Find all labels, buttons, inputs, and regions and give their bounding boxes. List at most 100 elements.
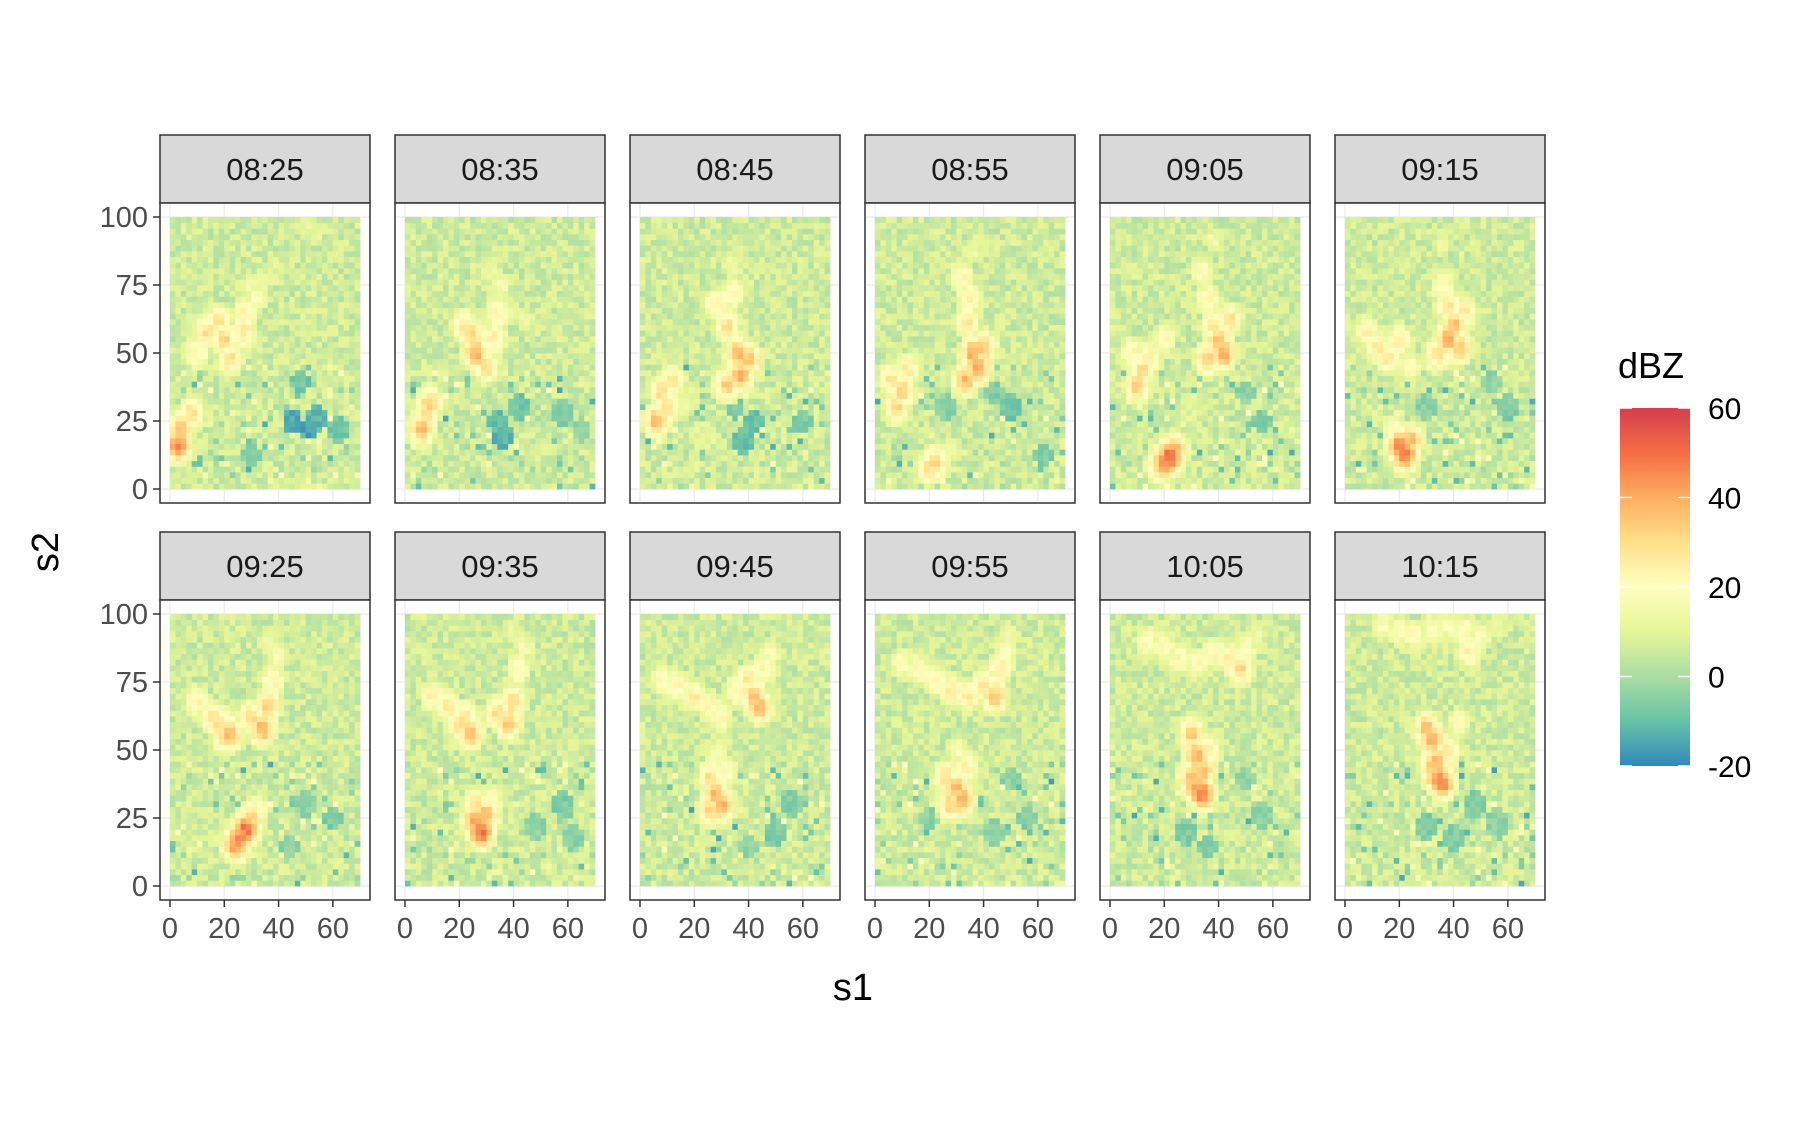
heatmap-cell — [170, 375, 176, 382]
heatmap-cell — [481, 268, 487, 275]
heatmap-cell — [688, 387, 695, 394]
heatmap-cell — [562, 302, 569, 309]
heatmap-cell — [197, 370, 203, 377]
heatmap-cell — [311, 443, 317, 450]
heatmap-cell — [327, 353, 334, 360]
heatmap-cell — [573, 438, 580, 445]
heatmap-cell — [781, 347, 787, 354]
heatmap-cell — [584, 336, 590, 343]
heatmap-cell — [802, 443, 809, 450]
heatmap-cell — [170, 421, 176, 428]
heatmap-cell — [759, 279, 766, 286]
heatmap-cell — [557, 483, 563, 490]
heatmap-cell — [437, 256, 444, 263]
heatmap-cell — [289, 268, 296, 275]
heatmap-cell — [721, 404, 728, 411]
heatmap-cell — [754, 251, 760, 258]
heatmap-cell — [273, 415, 279, 422]
heatmap-cell — [273, 353, 279, 360]
heatmap-cell — [332, 460, 339, 467]
heatmap-cell — [273, 443, 279, 450]
heatmap-cell — [202, 222, 209, 229]
heatmap-cell — [251, 302, 258, 309]
heatmap-cell — [410, 217, 417, 224]
heatmap-cell — [540, 432, 547, 439]
heatmap-cell — [170, 404, 176, 411]
heatmap-cell — [229, 409, 236, 416]
heatmap-cell — [513, 381, 520, 388]
heatmap-cell — [415, 307, 422, 314]
heatmap-cell — [218, 466, 225, 473]
heatmap-cell — [721, 290, 728, 297]
heatmap-cell — [683, 234, 690, 241]
heatmap-cell — [486, 239, 493, 246]
heatmap-cell — [497, 364, 504, 371]
heatmap-cell — [256, 285, 263, 292]
heatmap-cell — [486, 421, 493, 428]
heatmap-cell — [294, 217, 301, 224]
heatmap-cell — [781, 477, 787, 484]
heatmap-cell — [573, 234, 580, 241]
heatmap-cell — [294, 449, 301, 456]
heatmap-cell — [448, 228, 455, 235]
heatmap-cell — [678, 398, 684, 405]
heatmap-cell — [694, 364, 701, 371]
heatmap-cell — [426, 336, 433, 343]
heatmap-cell — [267, 217, 274, 224]
heatmap-cell — [191, 443, 198, 450]
heatmap-cell — [808, 296, 815, 303]
heatmap-cell — [175, 449, 182, 456]
heatmap-cell — [502, 290, 509, 297]
heatmap-cell — [813, 358, 820, 365]
heatmap-cell — [486, 296, 493, 303]
heatmap-cell — [721, 472, 728, 479]
heatmap-cell — [557, 336, 563, 343]
heatmap-cell — [529, 364, 536, 371]
heatmap-cell — [332, 364, 339, 371]
heatmap-cell — [213, 472, 220, 479]
heatmap-cell — [650, 455, 657, 462]
heatmap-cell — [316, 262, 323, 269]
heatmap-cell — [327, 381, 334, 388]
heatmap-cell — [229, 290, 236, 297]
heatmap-cell — [584, 483, 590, 490]
heatmap-cell — [481, 222, 487, 229]
heatmap-cell — [486, 228, 493, 235]
heatmap-cell — [432, 387, 438, 394]
heatmap-cell — [262, 472, 269, 479]
heatmap-cell — [567, 245, 574, 252]
heatmap-cell — [197, 358, 203, 365]
heatmap-cell — [710, 324, 717, 331]
heatmap-cell — [289, 341, 296, 348]
heatmap-cell — [710, 336, 717, 343]
heatmap-cell — [748, 285, 755, 292]
heatmap-cell — [683, 472, 690, 479]
heatmap-cell — [645, 398, 652, 405]
heatmap-cell — [421, 319, 428, 326]
heatmap-cell — [410, 330, 417, 337]
heatmap-cell — [792, 330, 798, 337]
heatmap-cell — [770, 392, 777, 399]
heatmap-cell — [513, 432, 520, 439]
heatmap-cell — [726, 381, 733, 388]
heatmap-cell — [464, 273, 471, 280]
heatmap-cell — [726, 466, 733, 473]
heatmap-cell — [732, 228, 739, 235]
heatmap-cell — [486, 217, 493, 224]
heatmap-cell — [759, 262, 766, 269]
heatmap-cell — [645, 438, 652, 445]
heatmap-cell — [808, 426, 815, 433]
heatmap-cell — [464, 370, 471, 377]
heatmap-cell — [426, 262, 433, 269]
heatmap-cell — [191, 409, 198, 416]
heatmap-cell — [284, 296, 290, 303]
heatmap-cell — [443, 387, 449, 394]
heatmap-cell — [175, 415, 182, 422]
heatmap-cell — [332, 251, 339, 258]
heatmap-cell — [775, 239, 782, 246]
heatmap-cell — [710, 290, 717, 297]
heatmap-cell — [678, 319, 684, 326]
heatmap-cell — [508, 392, 514, 399]
heatmap-cell — [410, 290, 417, 297]
heatmap-cell — [453, 228, 460, 235]
